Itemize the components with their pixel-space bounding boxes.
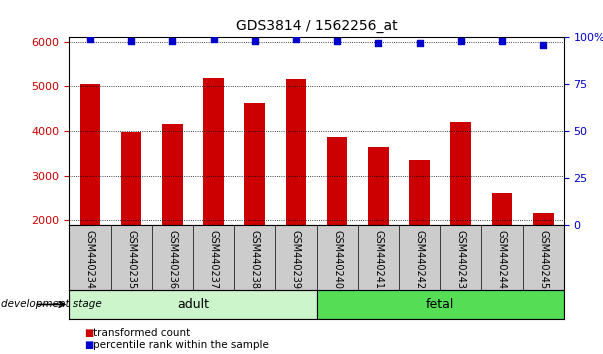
- Bar: [162, 124, 183, 225]
- Text: GSM440242: GSM440242: [415, 230, 425, 289]
- Bar: [80, 84, 100, 225]
- Point: [209, 36, 218, 42]
- Bar: [368, 147, 389, 225]
- Text: GSM440243: GSM440243: [456, 230, 466, 289]
- Bar: [327, 137, 347, 225]
- Text: GSM440240: GSM440240: [332, 230, 342, 289]
- Text: ■: ■: [84, 329, 93, 338]
- Point: [497, 38, 507, 44]
- Text: GSM440237: GSM440237: [209, 230, 218, 289]
- Text: GSM440244: GSM440244: [497, 230, 507, 289]
- Text: fetal: fetal: [426, 298, 455, 311]
- Text: GSM440235: GSM440235: [126, 230, 136, 289]
- Bar: [121, 132, 142, 225]
- Bar: [533, 213, 554, 225]
- Bar: [203, 78, 224, 225]
- Point: [85, 36, 95, 42]
- Text: GSM440238: GSM440238: [250, 230, 260, 289]
- Bar: [409, 160, 430, 225]
- Bar: [491, 193, 513, 225]
- Text: GSM440239: GSM440239: [291, 230, 301, 289]
- Point: [250, 38, 259, 44]
- Text: adult: adult: [177, 298, 209, 311]
- Point: [332, 38, 342, 44]
- Text: GSM440245: GSM440245: [538, 230, 548, 289]
- Point: [415, 40, 425, 46]
- Point: [456, 38, 466, 44]
- Bar: [244, 103, 265, 225]
- Bar: [69, 290, 317, 319]
- Bar: [450, 122, 471, 225]
- Point: [538, 42, 548, 47]
- Title: GDS3814 / 1562256_at: GDS3814 / 1562256_at: [236, 19, 397, 33]
- Point: [126, 38, 136, 44]
- Text: ■: ■: [84, 340, 93, 350]
- Point: [168, 38, 177, 44]
- Text: GSM440241: GSM440241: [373, 230, 384, 289]
- Text: GSM440236: GSM440236: [168, 230, 177, 289]
- Text: percentile rank within the sample: percentile rank within the sample: [93, 340, 270, 350]
- Text: GSM440234: GSM440234: [85, 230, 95, 289]
- Text: development stage: development stage: [1, 299, 102, 309]
- Point: [291, 36, 301, 42]
- Bar: [317, 290, 564, 319]
- Text: transformed count: transformed count: [93, 329, 191, 338]
- Point: [374, 40, 384, 46]
- Bar: [286, 79, 306, 225]
